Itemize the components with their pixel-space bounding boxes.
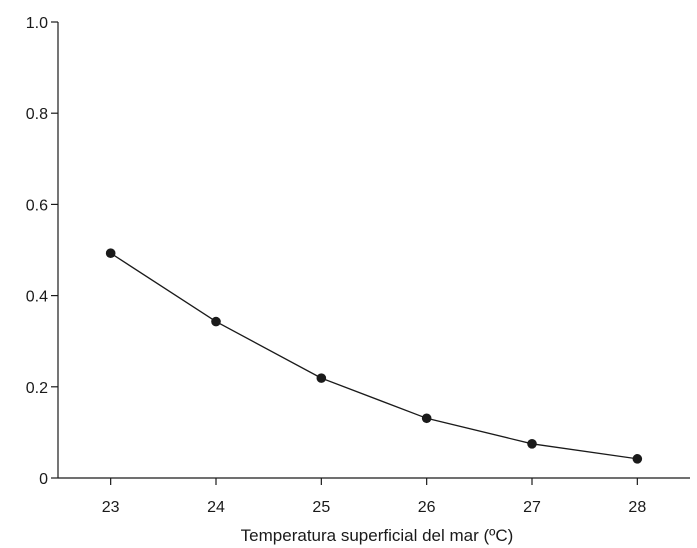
data-point: [105, 248, 116, 258]
x-tick-label: 24: [207, 499, 225, 516]
y-tick-label: 0.6: [26, 197, 48, 214]
data-point: [527, 439, 537, 449]
series: [105, 248, 643, 464]
data-point: [211, 316, 221, 327]
x-ticks: 23 24 25 26 27 28: [102, 478, 646, 516]
x-tick-label: 23: [102, 499, 120, 516]
series-line: [110, 252, 638, 460]
y-ticks: 0 0.2 0.4 0.6 0.8 1.0: [26, 15, 58, 488]
data-point: [421, 413, 432, 424]
x-tick-label: 25: [312, 499, 330, 516]
x-tick-label: 28: [628, 499, 646, 516]
y-tick-label: 1.0: [26, 15, 48, 32]
data-point: [632, 454, 643, 464]
x-axis-title: Temperatura superficial del mar (ºC): [241, 526, 514, 545]
y-tick-label: 0.8: [26, 106, 48, 123]
y-tick-label: 0.2: [26, 380, 48, 397]
x-tick-label: 26: [418, 499, 436, 516]
y-tick-label: 0: [39, 471, 48, 488]
axes: [57, 22, 690, 479]
x-tick-label: 27: [523, 499, 541, 516]
data-point: [316, 373, 327, 383]
y-tick-label: 0.4: [26, 289, 48, 306]
